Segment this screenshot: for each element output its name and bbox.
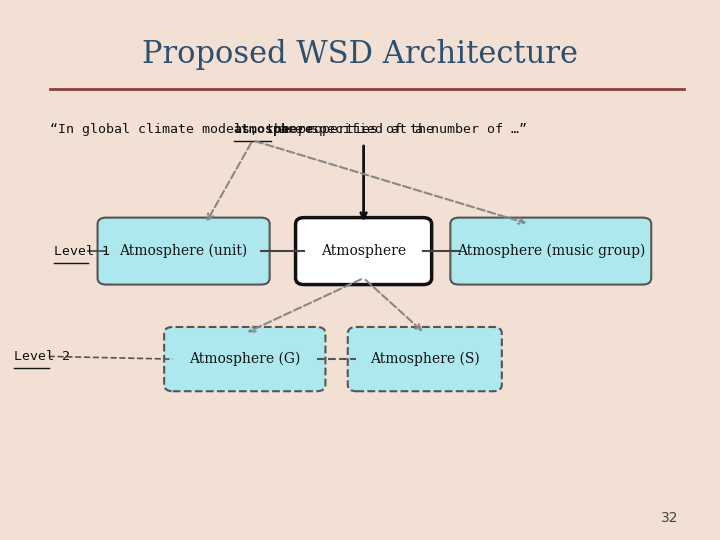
FancyBboxPatch shape bbox=[348, 327, 502, 391]
Text: Level 2: Level 2 bbox=[14, 350, 71, 363]
Text: Atmosphere: Atmosphere bbox=[321, 244, 406, 258]
Text: Proposed WSD Architecture: Proposed WSD Architecture bbox=[142, 38, 578, 70]
FancyBboxPatch shape bbox=[296, 218, 431, 285]
Text: Atmosphere (music group): Atmosphere (music group) bbox=[456, 244, 645, 258]
FancyBboxPatch shape bbox=[164, 327, 325, 391]
Text: Atmosphere (G): Atmosphere (G) bbox=[189, 352, 300, 366]
FancyBboxPatch shape bbox=[451, 218, 652, 285]
Text: Atmosphere (unit): Atmosphere (unit) bbox=[120, 244, 248, 258]
Text: are specified at a number of …”: are specified at a number of …” bbox=[271, 123, 527, 136]
Text: 32: 32 bbox=[661, 511, 678, 525]
Text: Atmosphere (S): Atmosphere (S) bbox=[370, 352, 480, 366]
FancyBboxPatch shape bbox=[98, 218, 269, 285]
Text: atmosphere: atmosphere bbox=[234, 123, 314, 136]
Text: “In global climate models, the properties of the: “In global climate models, the propertie… bbox=[50, 123, 442, 136]
Text: Level 1: Level 1 bbox=[54, 245, 110, 258]
